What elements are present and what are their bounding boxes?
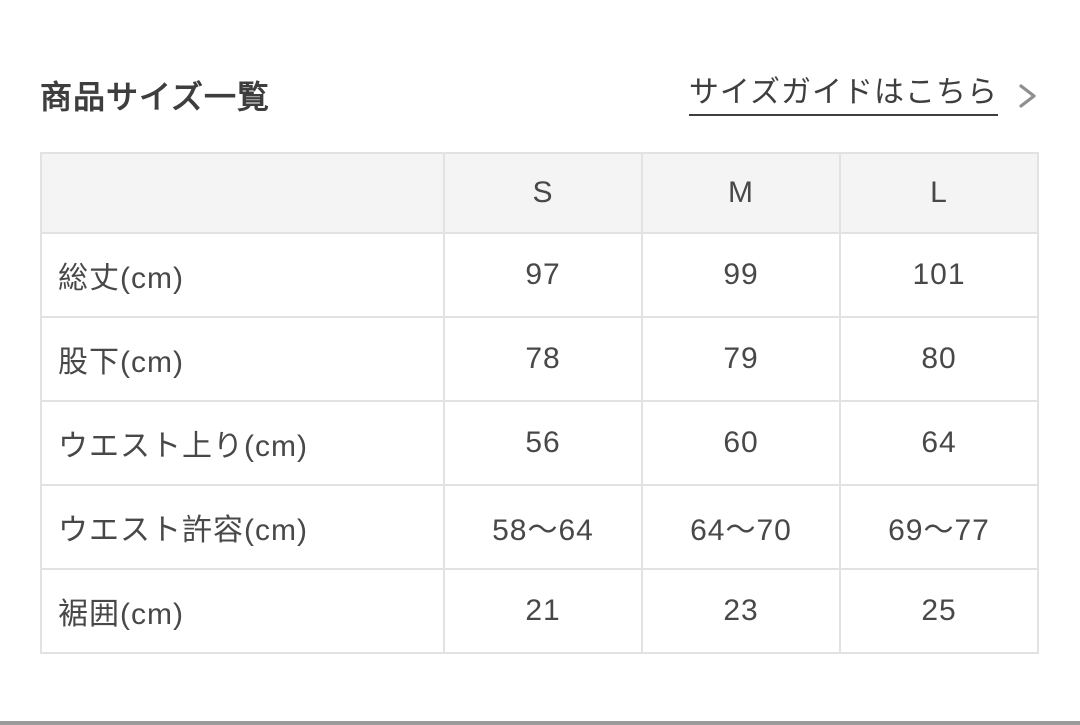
cell-value: 101 [839, 232, 1039, 318]
cell-value: 58〜64 [443, 484, 643, 570]
cell-value: 23 [641, 568, 841, 654]
size-section-content: 商品サイズ一覧 サイズガイドはこちら S [40, 0, 1040, 654]
cell-value: 69〜77 [839, 484, 1039, 570]
cell-value: 60 [641, 400, 841, 486]
cell-value: 21 [443, 568, 643, 654]
table-row-inseam: 股下(cm) 78 79 80 [40, 316, 1039, 402]
cell-value: 78 [443, 316, 643, 402]
table-header-empty-cell [40, 152, 445, 234]
cell-value: 79 [641, 316, 841, 402]
cell-value: 97 [443, 232, 643, 318]
cell-value: 25 [839, 568, 1039, 654]
size-table: S M L 総丈(cm) 97 99 101 股下(cm) 78 79 80 [40, 152, 1039, 654]
table-row-total-length: 総丈(cm) 97 99 101 [40, 232, 1039, 318]
section-header: 商品サイズ一覧 サイズガイドはこちら [40, 0, 1040, 116]
table-row-waist-rise: ウエスト上り(cm) 56 60 64 [40, 400, 1039, 486]
row-label: ウエスト上り(cm) [40, 400, 445, 486]
cell-value: 99 [641, 232, 841, 318]
chevron-right-icon [1014, 79, 1040, 113]
size-guide-link-label[interactable]: サイズガイドはこちら [688, 76, 998, 116]
cell-value: 80 [839, 316, 1039, 402]
table-header-size-m: M [641, 152, 841, 234]
table-row-waist-allowance: ウエスト許容(cm) 58〜64 64〜70 69〜77 [40, 484, 1039, 570]
row-label: ウエスト許容(cm) [40, 484, 445, 570]
size-guide-link[interactable]: サイズガイドはこちら [688, 76, 1040, 116]
table-header-row: S M L [40, 152, 1039, 234]
cell-value: 56 [443, 400, 643, 486]
table-row-hem-circumference: 裾囲(cm) 21 23 25 [40, 568, 1039, 654]
bottom-divider [0, 721, 1080, 725]
row-label: 裾囲(cm) [40, 568, 445, 654]
row-label: 股下(cm) [40, 316, 445, 402]
cell-value: 64〜70 [641, 484, 841, 570]
cell-value: 64 [839, 400, 1039, 486]
page-title: 商品サイズ一覧 [40, 78, 271, 115]
table-header-size-s: S [443, 152, 643, 234]
row-label: 総丈(cm) [40, 232, 445, 318]
table-header-size-l: L [839, 152, 1039, 234]
